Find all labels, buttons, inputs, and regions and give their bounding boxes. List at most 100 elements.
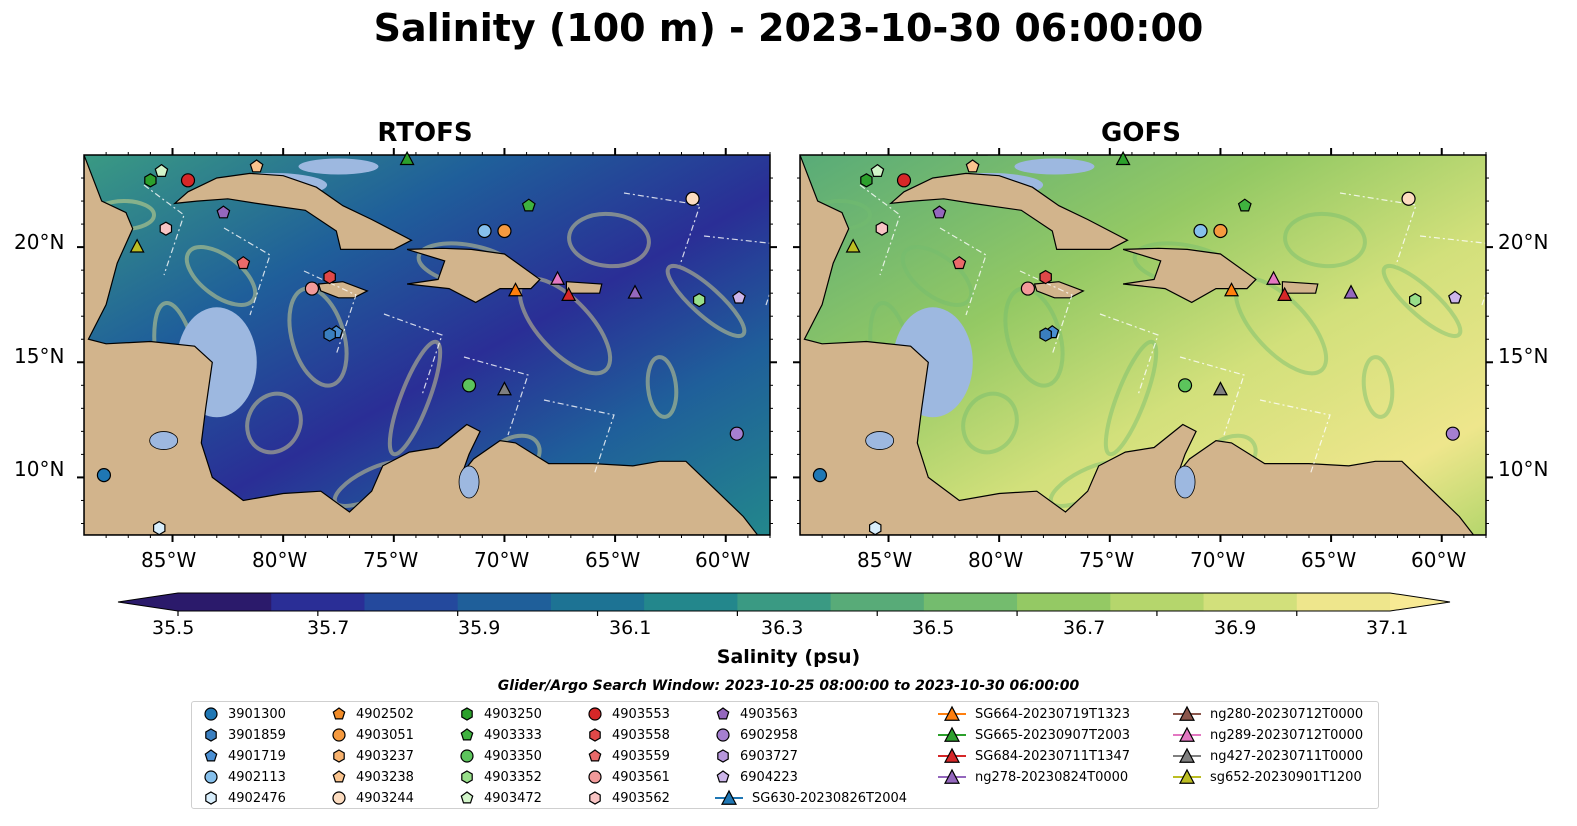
legend-label: 4903563 — [740, 706, 798, 722]
legend-item: 4903561 — [586, 767, 670, 787]
lon-label-left-60: 60°W — [695, 548, 751, 572]
legend-item: 4902113 — [202, 767, 286, 787]
legend-item: 6903727 — [714, 746, 798, 766]
obs-marker-4903563-gofs — [932, 205, 947, 219]
lat-label-right-15: 15°N — [1498, 344, 1549, 368]
triangle-marker-icon — [1173, 747, 1201, 763]
lon-label-left-65: 65°W — [585, 548, 641, 572]
colorbar-label: Salinity (psu) — [716, 646, 861, 668]
hexagon-marker-icon — [205, 791, 217, 805]
obs-marker-3901859-rtofs — [323, 327, 336, 342]
obs-marker-4903559-gofs — [952, 255, 967, 270]
hexagon-marker-icon — [717, 749, 729, 763]
colorbar-segment — [457, 593, 552, 611]
legend-label: SG630-20230826T2004 — [752, 790, 908, 806]
obs-marker-4902113-gofs — [1193, 223, 1208, 239]
obs-marker-4903350-rtofs — [461, 378, 477, 393]
legend: 3901300 3901859 4901719 4902113 4902476 49025… — [191, 701, 1379, 809]
obs-marker-ng278-20230824T0000-gofs — [1343, 284, 1359, 299]
obs-marker-4902476-rtofs — [153, 520, 166, 536]
pentagon-marker-icon — [332, 707, 346, 720]
obs-marker-4903558-gofs — [1039, 269, 1052, 285]
legend-item: 4903051 — [330, 725, 414, 745]
colorbar-segment — [830, 593, 925, 611]
legend-label: 4901719 — [228, 748, 286, 764]
legend-label: 6902958 — [740, 727, 798, 743]
legend-label: ng278-20230824T0000 — [975, 769, 1129, 785]
pentagon-marker-icon — [716, 707, 730, 720]
cbar-tick-36.9: 36.9 — [1214, 617, 1257, 639]
obs-marker-4903250-gofs — [860, 173, 873, 188]
map-panels — [77, 148, 1493, 542]
hexagon-marker-icon — [589, 791, 601, 805]
obs-marker-4903238-rtofs — [249, 159, 264, 173]
legend-label: SG665-20230907T2003 — [975, 727, 1131, 743]
legend-item: 4901719 — [202, 746, 286, 766]
circle-marker-icon — [588, 770, 602, 784]
obs-marker-SG684-20230711T1347-gofs — [1277, 286, 1293, 301]
legend-item: ng289-20230712T0000 — [1172, 725, 1363, 745]
legend-item: 4903237 — [330, 746, 414, 766]
legend-item: 4903472 — [458, 788, 542, 808]
cbar-tick-36.3: 36.3 — [761, 617, 804, 639]
hexagon-marker-icon — [461, 770, 473, 784]
pentagon-marker-icon — [332, 770, 346, 783]
legend-item: 6904223 — [714, 767, 798, 787]
obs-marker-4903350-gofs — [1177, 378, 1193, 393]
lon-label-left-70: 70°W — [474, 548, 530, 572]
search-window-text: Glider/Argo Search Window: 2023-10-25 08… — [497, 678, 1080, 694]
lon-label-left-80: 80°W — [252, 548, 308, 572]
triangle-marker-icon — [938, 747, 966, 763]
legend-item: 4902476 — [202, 788, 286, 808]
legend-item: SG684-20230711T1347 — [937, 746, 1130, 766]
colorbar-segment — [1017, 593, 1111, 611]
colorbar-segment — [550, 593, 645, 611]
triangle-marker-icon — [1173, 726, 1201, 742]
colorbar-extend-max — [1390, 593, 1450, 611]
obs-marker-6904223-rtofs — [732, 290, 746, 304]
legend-label: 6904223 — [740, 769, 798, 785]
legend-label: sg652-20230901T1200 — [1210, 769, 1362, 785]
obs-marker-6904223-gofs — [1448, 290, 1462, 304]
legend-label: SG684-20230711T1347 — [975, 748, 1131, 764]
circle-marker-icon — [332, 728, 346, 742]
lon-label-right-80: 80°W — [968, 548, 1024, 572]
colorbar-segment — [737, 593, 832, 611]
circle-marker-icon — [204, 707, 218, 721]
obs-marker-4903562-rtofs — [159, 221, 173, 236]
cbar-tick-36.7: 36.7 — [1063, 617, 1106, 639]
obs-marker-ng427-20230711T0000-rtofs — [496, 381, 512, 396]
obs-marker-SG665-20230907T2003-rtofs — [399, 150, 415, 166]
legend-item: 4903352 — [458, 767, 542, 787]
obs-marker-SG664-20230719T1323-gofs — [1224, 282, 1240, 297]
cbar-tick-35.5: 35.5 — [152, 617, 195, 639]
lon-label-right-60: 60°W — [1411, 548, 1467, 572]
legend-item: 3901859 — [202, 725, 286, 745]
legend-label: 4903238 — [356, 769, 414, 785]
cbar-tick-36.5: 36.5 — [912, 617, 955, 639]
pentagon-marker-icon — [204, 749, 218, 762]
legend-item: 4903559 — [586, 746, 670, 766]
obs-marker-3901300-rtofs — [96, 468, 112, 483]
lon-label-right-70: 70°W — [1190, 548, 1246, 572]
rtofs-map — [77, 148, 777, 542]
lon-label-right-75: 75°W — [1079, 548, 1135, 572]
circle-marker-icon — [716, 728, 730, 742]
legend-item: 3901300 — [202, 704, 286, 724]
legend-item: 6902958 — [714, 725, 798, 745]
colorbar-segment — [644, 593, 738, 611]
obs-marker-SG665-20230907T2003-gofs — [1115, 150, 1131, 166]
legend-item: SG630-20230826T2004 — [714, 788, 907, 808]
lat-label-left-15: 15°N — [14, 344, 65, 368]
legend-item: 4903562 — [586, 788, 670, 808]
legend-label: 4903558 — [612, 727, 670, 743]
obs-marker-4903238-gofs — [965, 159, 980, 173]
obs-marker-4903244-gofs — [1401, 191, 1416, 206]
legend-label: 4903352 — [484, 769, 542, 785]
legend-label: 4902113 — [228, 769, 286, 785]
panel-title-rtofs: RTOFS — [377, 118, 473, 148]
legend-item: SG664-20230719T1323 — [937, 704, 1130, 724]
lat-label-left-20: 20°N — [14, 230, 65, 254]
legend-item: ng427-20230711T0000 — [1172, 746, 1363, 766]
triangle-marker-icon — [715, 789, 743, 805]
